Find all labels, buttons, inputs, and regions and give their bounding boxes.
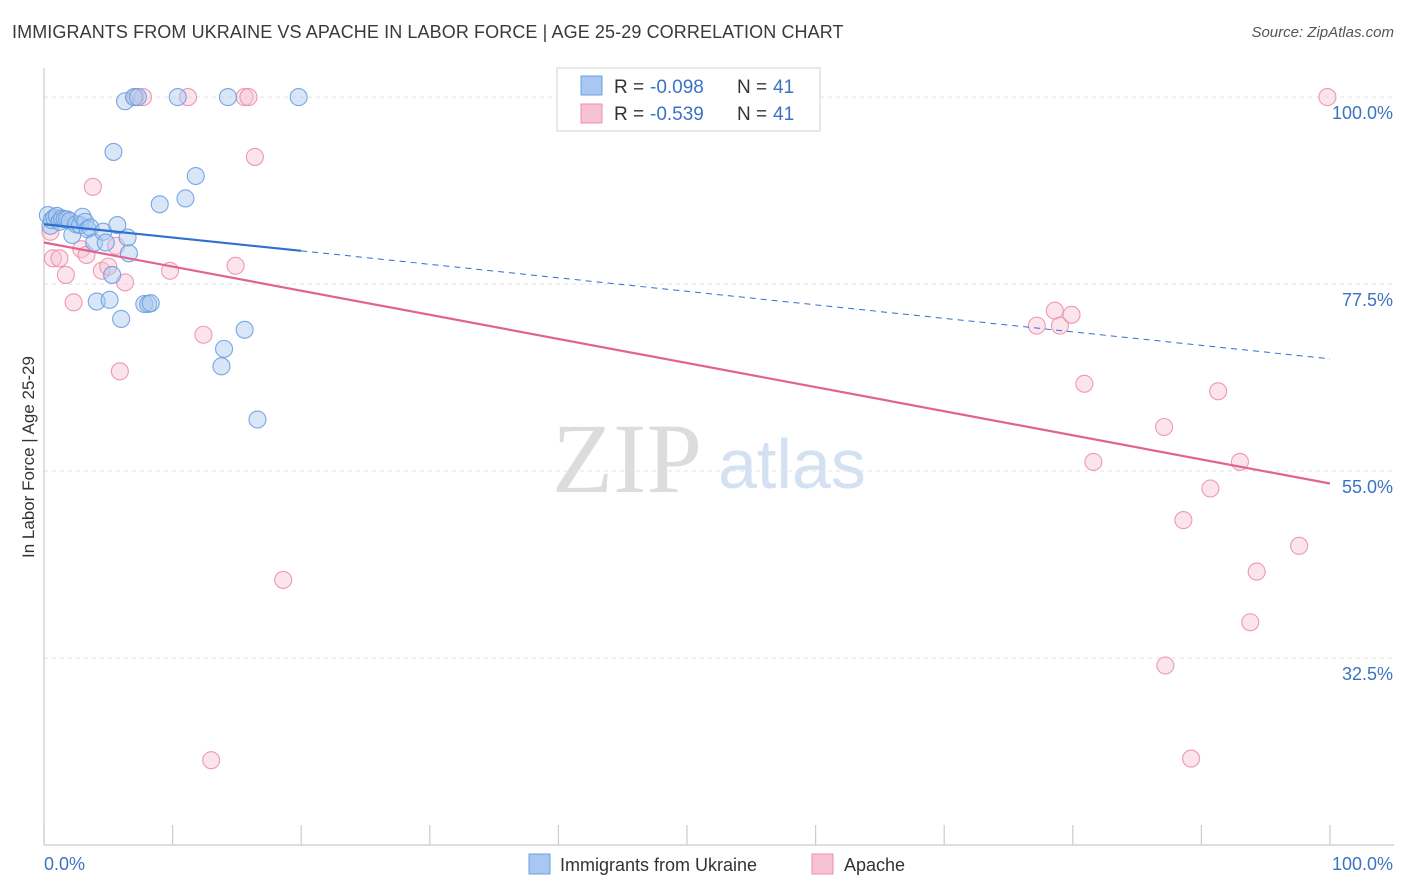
apache-point-4 xyxy=(64,293,83,312)
apache-point-9 xyxy=(99,257,118,276)
ukraine-point-33 xyxy=(141,294,160,313)
ukraine-point-29 xyxy=(124,88,144,107)
watermark: ZIP atlas xyxy=(552,403,866,514)
apache-point-17 xyxy=(194,325,213,344)
ukraine-point-43 xyxy=(289,88,308,107)
apache-point-2 xyxy=(50,249,69,268)
apache-point-29 xyxy=(1084,452,1103,471)
ukraine-point-42 xyxy=(248,410,267,429)
ukraine-point-38 xyxy=(212,357,231,376)
x-axis-ticks xyxy=(43,825,1331,845)
apache-point-19 xyxy=(226,256,245,275)
apache-point-18 xyxy=(202,751,221,770)
ukraine-point-35 xyxy=(168,88,187,107)
stats-row-apache: R = -0.539 N = 41 xyxy=(614,104,794,125)
stats-n-label-ukraine: N = xyxy=(737,77,772,98)
ukraine-point-37 xyxy=(186,166,205,186)
trend-lines xyxy=(43,223,1331,485)
ukraine-point-39 xyxy=(214,339,234,358)
ukraine-point-20 xyxy=(96,233,115,252)
stats-swatch-apache xyxy=(580,103,603,124)
axes xyxy=(43,68,1394,846)
ukraine-point-25 xyxy=(112,309,131,329)
apache-point-38 xyxy=(1290,536,1309,555)
watermark-zip: ZIP xyxy=(552,403,702,514)
chart-title: IMMIGRANTS FROM UKRAINE VS APACHE IN LAB… xyxy=(12,22,844,42)
apache-point-11 xyxy=(110,362,129,381)
apache-point-31 xyxy=(1156,656,1175,675)
apache-point-37 xyxy=(1247,562,1266,581)
legend-swatch-ukraine xyxy=(528,853,551,875)
chart-source: Source: ZipAtlas.com xyxy=(1251,24,1394,41)
ukraine-point-21 xyxy=(100,290,119,309)
y-tick-label-2: 55.0% xyxy=(1342,477,1393,497)
ukraine-point-30 xyxy=(128,88,147,107)
apache-point-22 xyxy=(245,147,264,166)
legend-label-ukraine: Immigrants from Ukraine xyxy=(560,855,757,875)
y-axis-tick-labels: 100.0% 77.5% 55.0% 32.5% xyxy=(1332,103,1393,684)
y-axis-title: In Labor Force | Age 25-29 xyxy=(19,356,38,558)
apache-point-28 xyxy=(1075,374,1094,393)
x-tick-label-min: 0.0% xyxy=(44,854,85,874)
ukraine-point-34 xyxy=(150,195,169,214)
ukraine-point-36 xyxy=(176,189,195,208)
apache-point-1 xyxy=(43,249,63,268)
legend-swatch-apache xyxy=(811,853,834,875)
apache-trend-line xyxy=(43,241,1331,485)
y-tick-label-3: 32.5% xyxy=(1342,664,1393,684)
stats-n-label-apache: N = xyxy=(737,104,772,125)
apache-point-23 xyxy=(274,570,293,589)
stats-r-label-ukraine: R = xyxy=(614,77,649,98)
apache-point-24 xyxy=(1027,316,1046,335)
stats-n-value-apache: 41 xyxy=(773,104,794,125)
stats-swatch-ukraine xyxy=(580,75,603,96)
apache-point-39 xyxy=(1318,88,1337,107)
x-tick-label-max: 100.0% xyxy=(1332,854,1393,874)
stats-r-value-apache: -0.539 xyxy=(650,104,704,125)
apache-point-21 xyxy=(239,88,258,107)
apache-point-16 xyxy=(178,88,198,107)
stats-r-label-apache: R = xyxy=(614,104,649,125)
series-legend: Immigrants from Ukraine Apache xyxy=(528,853,905,875)
y-tick-label-1: 77.5% xyxy=(1342,290,1393,310)
watermark-atlas: atlas xyxy=(718,425,866,503)
stats-n-value-ukraine: 41 xyxy=(773,77,794,98)
ukraine-point-22 xyxy=(103,265,122,284)
ukraine-point-41 xyxy=(235,320,254,339)
gridlines xyxy=(44,96,1394,659)
apache-point-33 xyxy=(1182,749,1201,768)
y-tick-label-0: 100.0% xyxy=(1332,103,1393,123)
apache-point-27 xyxy=(1062,305,1081,324)
ukraine-points xyxy=(38,88,308,429)
ukraine-point-31 xyxy=(135,294,154,314)
apache-point-7 xyxy=(83,177,102,196)
stats-r-value-ukraine: -0.098 xyxy=(650,77,704,98)
apache-point-30 xyxy=(1155,417,1174,437)
apache-point-3 xyxy=(56,265,75,284)
apache-point-35 xyxy=(1209,382,1228,401)
apache-point-26 xyxy=(1050,316,1069,335)
ukraine-point-23 xyxy=(104,142,123,161)
stats-row-ukraine: R = -0.098 N = 41 xyxy=(614,77,794,98)
ukraine-point-14 xyxy=(76,212,95,231)
ukraine-point-40 xyxy=(218,88,237,107)
ukraine-point-24 xyxy=(108,216,127,235)
apache-point-40 xyxy=(1241,613,1260,632)
legend-label-apache: Apache xyxy=(844,855,905,875)
ukraine-trend-extension xyxy=(301,250,1331,360)
ukraine-trend-line xyxy=(43,223,302,252)
apache-point-34 xyxy=(1201,479,1220,498)
stats-legend: R = -0.098 N = 41 R = -0.539 N = 41 xyxy=(556,67,821,132)
apache-point-32 xyxy=(1174,511,1193,530)
